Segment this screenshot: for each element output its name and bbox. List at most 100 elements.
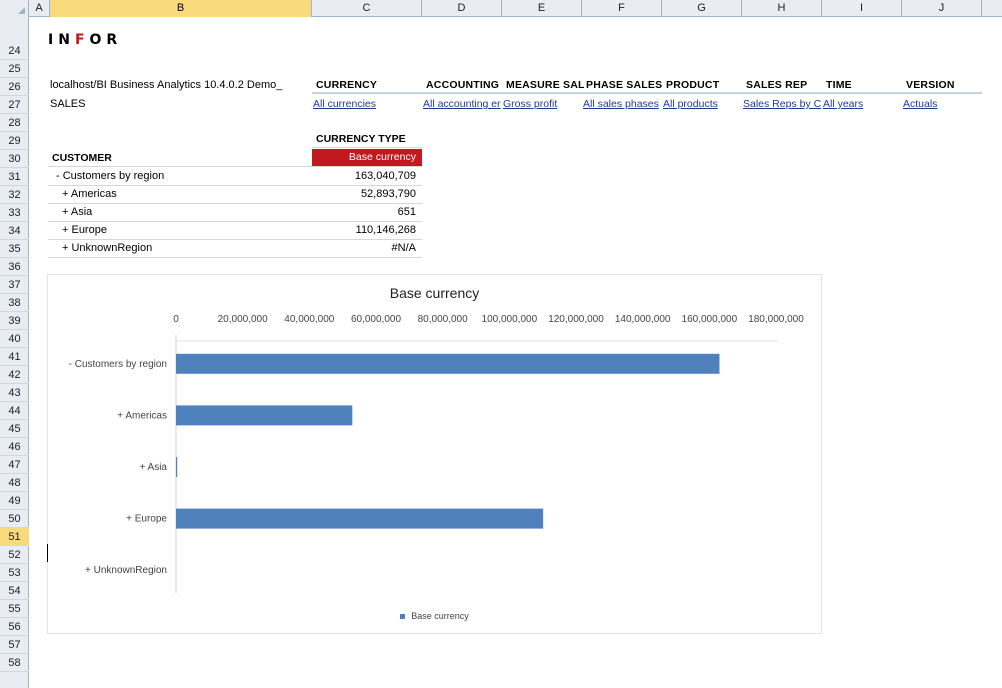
bar[interactable]: [176, 353, 720, 374]
row-header-49[interactable]: 49: [0, 492, 29, 510]
col-dim-divider: [312, 147, 422, 148]
column-header-a[interactable]: A: [29, 0, 50, 17]
dimension-accounting[interactable]: ACCOUNTING: [426, 79, 500, 91]
x-tick-label: 180,000,000: [748, 314, 804, 325]
dimension-value-accounting[interactable]: All accounting er: [423, 98, 501, 110]
x-tick-label: 60,000,000: [351, 314, 401, 325]
row-header-56[interactable]: 56: [0, 618, 29, 636]
row-header-38[interactable]: 38: [0, 294, 29, 312]
row-header-37[interactable]: 37: [0, 276, 29, 294]
connection-label[interactable]: localhost/BI Business Analytics 10.4.0.2…: [50, 79, 283, 91]
row-header-25[interactable]: 25: [0, 60, 29, 78]
x-tick-label: 160,000,000: [682, 314, 738, 325]
column-header-h[interactable]: H: [742, 0, 822, 17]
column-header-i[interactable]: I: [822, 0, 902, 17]
bar[interactable]: [176, 508, 544, 529]
row-header-24[interactable]: 24: [0, 17, 29, 60]
row-header-33[interactable]: 33: [0, 204, 29, 222]
dimension-time[interactable]: TIME: [826, 79, 852, 91]
column-header-d[interactable]: D: [422, 0, 502, 17]
row-header-45[interactable]: 45: [0, 420, 29, 438]
row-header-40[interactable]: 40: [0, 330, 29, 348]
cell-cursor: [47, 544, 48, 562]
x-tick-label: 0: [173, 314, 179, 325]
table-row-divider: [48, 203, 422, 204]
row-header-53[interactable]: 53: [0, 564, 29, 582]
table-row-label[interactable]: - Customers by region: [56, 170, 165, 182]
dimension-product[interactable]: PRODUCT: [666, 79, 720, 91]
row-header-26[interactable]: 26: [0, 78, 29, 96]
infor-logo: INFOR: [48, 32, 123, 48]
table-row-value: 110,146,268: [355, 224, 416, 236]
dimension-value-currency[interactable]: All currencies: [313, 98, 377, 110]
bar[interactable]: [176, 405, 353, 426]
select-all-corner[interactable]: [0, 0, 29, 17]
dimension-value-phase-sales[interactable]: All sales phases: [583, 98, 659, 110]
row-header-42[interactable]: 42: [0, 366, 29, 384]
row-header-51[interactable]: 51: [0, 528, 29, 546]
cube-label[interactable]: SALES: [50, 98, 86, 110]
row-header-46[interactable]: 46: [0, 438, 29, 456]
table-row-label[interactable]: + UnknownRegion: [62, 242, 153, 254]
dimension-value-version[interactable]: Actuals: [903, 98, 938, 110]
row-header-55[interactable]: 55: [0, 600, 29, 618]
dimension-value-time[interactable]: All years: [823, 98, 864, 110]
row-header-27[interactable]: 27: [0, 96, 29, 114]
dimension-sales-rep[interactable]: SALES REP: [746, 79, 808, 91]
x-tick-label: 100,000,000: [482, 314, 538, 325]
column-header-f[interactable]: F: [582, 0, 662, 17]
dimension-value-measure-sal[interactable]: Gross profit: [503, 98, 558, 110]
row-header-50[interactable]: 50: [0, 510, 29, 528]
row-header-57[interactable]: 57: [0, 636, 29, 654]
column-header-b[interactable]: B: [50, 0, 312, 17]
row-header-47[interactable]: 47: [0, 456, 29, 474]
table-row-label[interactable]: + Asia: [62, 206, 93, 218]
x-tick-label: 20,000,000: [218, 314, 268, 325]
x-tick-label: 120,000,000: [548, 314, 604, 325]
table-header-divider: [48, 166, 422, 167]
row-header-54[interactable]: 54: [0, 582, 29, 600]
column-header-g[interactable]: G: [662, 0, 742, 17]
table-row-value: #N/A: [391, 242, 416, 254]
dimension-measure-sal[interactable]: MEASURE SAL: [506, 79, 584, 91]
row-header-41[interactable]: 41: [0, 348, 29, 366]
row-header-43[interactable]: 43: [0, 384, 29, 402]
column-header-e[interactable]: E: [502, 0, 582, 17]
row-header-39[interactable]: 39: [0, 312, 29, 330]
row-header-52[interactable]: 52: [0, 546, 29, 564]
row-header-28[interactable]: 28: [0, 114, 29, 132]
row-header-36[interactable]: 36: [0, 258, 29, 276]
row-header-48[interactable]: 48: [0, 474, 29, 492]
chart-legend: Base currency: [48, 611, 821, 621]
row-dimension-label[interactable]: CUSTOMER: [52, 152, 112, 164]
y-category-label: + UnknownRegion: [85, 565, 167, 576]
column-header-c[interactable]: C: [312, 0, 422, 17]
bar[interactable]: [176, 457, 178, 477]
dimension-version[interactable]: VERSION: [906, 79, 955, 91]
row-header-34[interactable]: 34: [0, 222, 29, 240]
row-header-58[interactable]: 58: [0, 654, 29, 672]
dimension-phase-sales[interactable]: PHASE SALES: [586, 79, 663, 91]
table-row-label[interactable]: + Americas: [62, 188, 117, 200]
table-row-divider: [48, 221, 422, 222]
row-header-30[interactable]: 30: [0, 150, 29, 168]
y-category-label: + Europe: [126, 514, 167, 525]
bar-chart[interactable]: Base currency 0 20,000,000 40,000,000 60,00…: [47, 274, 822, 634]
legend-label: Base currency: [411, 611, 469, 621]
row-header-29[interactable]: 29: [0, 132, 29, 150]
dimension-value-sales-rep[interactable]: Sales Reps by C: [743, 98, 822, 110]
col-dimension-label[interactable]: CURRENCY TYPE: [316, 133, 406, 145]
chart-title: Base currency: [389, 285, 480, 301]
column-header-j[interactable]: J: [902, 0, 982, 17]
row-header-44[interactable]: 44: [0, 402, 29, 420]
col-member-base-currency[interactable]: Base currency: [312, 149, 422, 166]
dimension-currency[interactable]: CURRENCY: [316, 79, 378, 91]
x-tick-label: 80,000,000: [418, 314, 468, 325]
x-tick-label: 40,000,000: [284, 314, 334, 325]
dimension-value-product[interactable]: All products: [663, 98, 718, 110]
row-header-32[interactable]: 32: [0, 186, 29, 204]
row-header-35[interactable]: 35: [0, 240, 29, 258]
row-header-31[interactable]: 31: [0, 168, 29, 186]
table-row-label[interactable]: + Europe: [62, 224, 107, 236]
